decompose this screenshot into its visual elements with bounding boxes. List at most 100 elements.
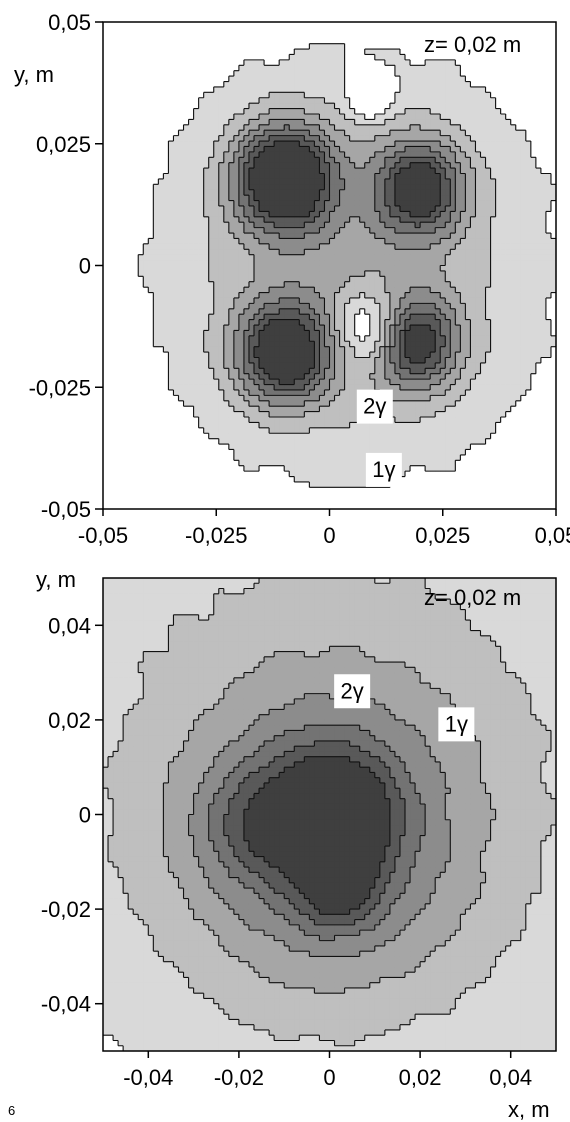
contour-cell <box>259 178 265 185</box>
contour-cell <box>505 362 512 369</box>
contour-cell <box>183 130 190 137</box>
contour-cell <box>173 325 180 332</box>
contour-cell <box>259 119 265 126</box>
contour-cell <box>289 346 295 353</box>
contour-cell <box>269 238 275 245</box>
contour-cell <box>193 113 200 120</box>
contour-cell <box>228 233 235 240</box>
contour-cell <box>228 108 235 115</box>
contour-cell <box>309 70 315 77</box>
contour-cell <box>233 330 240 337</box>
contour-cell <box>460 346 466 353</box>
contour-cell <box>188 281 195 288</box>
contour-cell <box>364 124 371 131</box>
contour-cell <box>364 260 371 267</box>
contour-cell <box>420 341 426 348</box>
contour-cell <box>485 189 492 196</box>
contour-cell <box>213 146 220 153</box>
contour-cell <box>248 303 255 310</box>
contour-cell <box>248 86 255 93</box>
contour-cell <box>223 233 230 240</box>
contour-cell <box>485 92 492 99</box>
contour-cell <box>344 135 351 142</box>
contour-cell <box>264 460 270 467</box>
contour-cell <box>269 184 275 191</box>
contour-cell <box>264 433 270 440</box>
contour-cell <box>294 417 300 424</box>
contour-cell <box>465 249 472 256</box>
contour-cell <box>299 395 305 402</box>
contour-cell <box>218 270 225 277</box>
contour-cell <box>203 178 210 185</box>
contour-cell <box>430 119 436 126</box>
contour-cell <box>435 297 441 304</box>
contour-cell <box>294 449 300 456</box>
contour-cell <box>344 346 351 353</box>
contour-cell <box>193 157 200 164</box>
contour-cell <box>289 471 295 478</box>
contour-cell <box>399 395 406 402</box>
contour-cell <box>329 308 336 315</box>
contour-cell <box>213 362 220 369</box>
contour-cell <box>329 276 336 283</box>
contour-cell <box>430 130 436 137</box>
contour-cell <box>415 227 421 234</box>
contour-cell <box>289 59 295 66</box>
contour-cell <box>233 151 240 158</box>
contour-cell <box>515 227 522 234</box>
contour-cell <box>168 346 175 353</box>
contour-cell <box>480 260 487 267</box>
contour-cell <box>354 368 361 375</box>
contour-cell <box>218 422 225 429</box>
contour-cell <box>178 151 185 158</box>
contour-cell <box>334 173 341 180</box>
contour-cell <box>455 70 461 77</box>
contour-cell <box>344 281 351 288</box>
contour-cell <box>430 124 436 131</box>
contour-cell <box>475 362 482 369</box>
contour-cell <box>379 178 386 185</box>
contour-cell <box>289 292 295 299</box>
contour-cell <box>505 287 512 294</box>
contour-cell <box>188 141 195 148</box>
contour-cell <box>153 238 159 245</box>
contour-cell <box>389 227 396 234</box>
contour-cell <box>334 395 341 402</box>
contour-cell <box>294 200 300 207</box>
contour-cell <box>394 325 401 332</box>
contour-cell <box>203 243 210 250</box>
contour-cell <box>480 427 487 434</box>
contour-cell <box>198 151 205 158</box>
contour-cell <box>153 189 159 196</box>
contour-cell <box>299 411 305 418</box>
contour-cell <box>289 141 295 148</box>
contour-cell <box>455 449 461 456</box>
contour-cell <box>319 233 326 240</box>
contour-cell <box>490 222 497 229</box>
contour-cell <box>430 444 436 451</box>
contour-cell <box>289 178 295 185</box>
contour-cell <box>435 70 441 77</box>
contour-cell <box>480 341 487 348</box>
contour-cell <box>500 400 507 407</box>
contour-cell <box>324 373 331 380</box>
contour-cell <box>208 373 215 380</box>
contour-cell <box>515 205 522 212</box>
contour-cell <box>470 427 477 434</box>
contour-cell <box>198 357 205 364</box>
contour-cell <box>223 130 230 137</box>
contour-cell <box>394 157 401 164</box>
contour-cell <box>143 276 149 283</box>
contour-cell <box>248 124 255 131</box>
contour-cell <box>334 287 341 294</box>
contour-cell <box>389 314 396 321</box>
contour-cell <box>505 189 512 196</box>
contour-cell <box>500 389 507 396</box>
contour-cell <box>445 384 451 391</box>
contour-cell <box>314 444 321 451</box>
contour-cell <box>455 162 461 169</box>
contour-cell <box>289 157 295 164</box>
contour-cell <box>203 97 210 104</box>
contour-cell <box>284 92 290 99</box>
